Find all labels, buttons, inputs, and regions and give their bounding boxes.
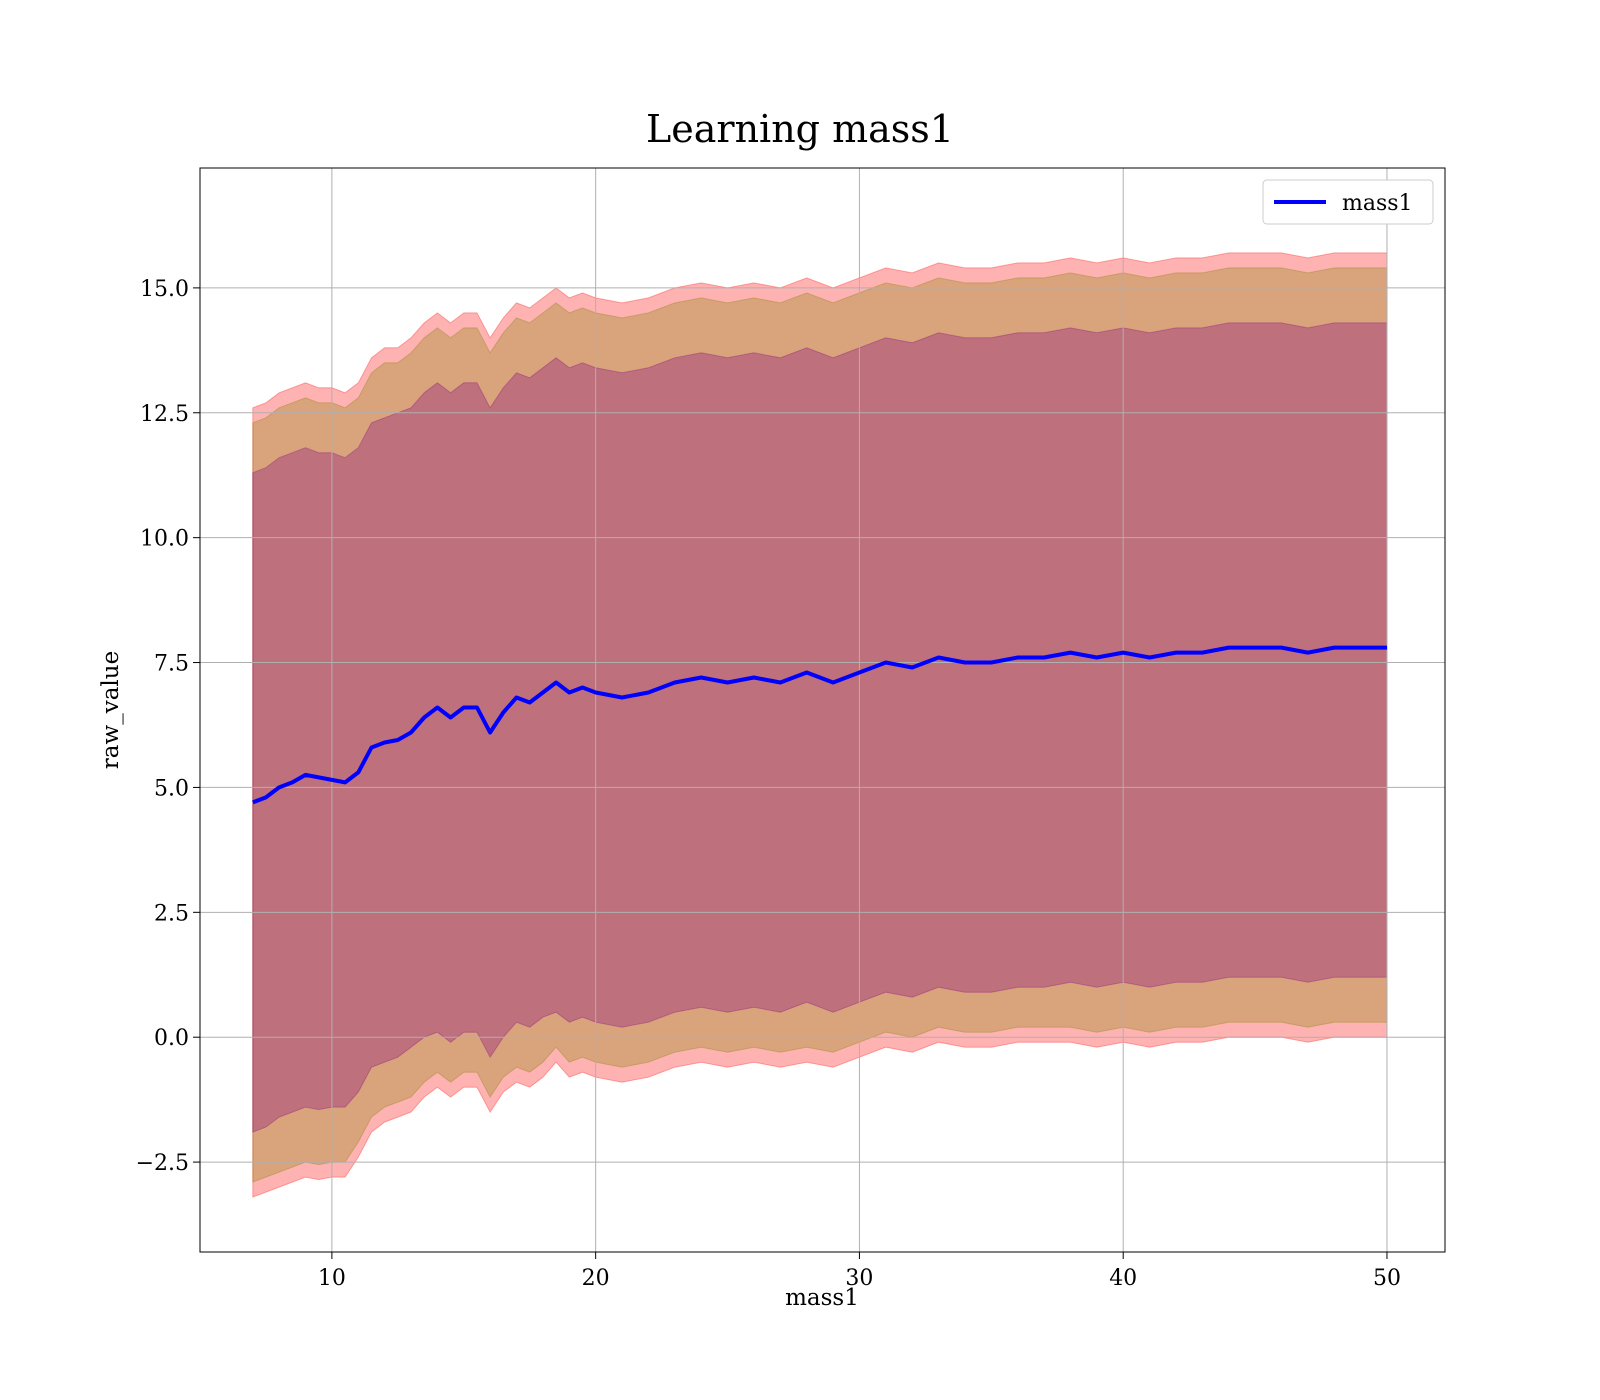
series-line-mass1	[252, 645, 1387, 805]
x-tick-label: 20	[582, 1266, 610, 1291]
y-tick-label: 0.0	[154, 1026, 189, 1051]
y-tick-label: 2.5	[154, 901, 189, 926]
legend-label-mass1: mass1	[1342, 191, 1413, 216]
x-tick-label: 30	[845, 1266, 873, 1291]
x-tick-label: 40	[1109, 1266, 1137, 1291]
y-tick-label: 7.5	[154, 652, 189, 677]
confidence-bands	[252, 252, 1388, 1198]
y-axis-ticks: −2.5 0.0 2.5 5.0 7.5 10.0 12.5 15.0	[136, 277, 200, 1176]
legend-box	[1262, 179, 1434, 225]
y-tick-label: −2.5	[136, 1151, 189, 1176]
plot-frame	[199, 167, 1446, 1253]
y-tick-label: 15.0	[140, 277, 189, 302]
y-tick-label: 5.0	[154, 776, 189, 801]
grid	[200, 168, 1445, 1252]
x-tick-label: 50	[1373, 1266, 1401, 1291]
y-tick-label: 12.5	[140, 402, 189, 427]
x-tick-label: 10	[318, 1266, 346, 1291]
y-tick-label: 10.0	[140, 527, 189, 552]
y-axis-label: raw_value	[98, 651, 124, 769]
chart-title: Learning mass1	[646, 107, 954, 151]
x-axis-label: mass1	[785, 1285, 859, 1311]
legend: mass1	[1262, 179, 1434, 225]
series-lines	[252, 645, 1387, 805]
x-axis-ticks: 10 20 30 40 50	[318, 1252, 1401, 1291]
